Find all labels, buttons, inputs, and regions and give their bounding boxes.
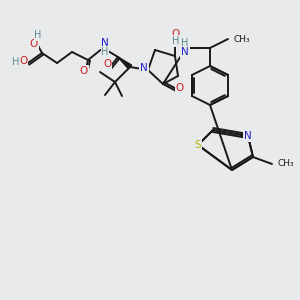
Text: CH₃: CH₃ — [233, 34, 250, 43]
Text: H: H — [12, 57, 20, 67]
Text: O: O — [103, 59, 111, 69]
Text: H: H — [34, 30, 42, 40]
Text: H: H — [181, 38, 189, 48]
Text: N: N — [140, 63, 148, 73]
Text: O: O — [30, 39, 38, 49]
Text: N: N — [244, 131, 252, 141]
Text: O: O — [172, 29, 180, 39]
Text: H: H — [101, 47, 109, 57]
Text: H: H — [172, 36, 180, 46]
Text: O: O — [80, 66, 88, 76]
Text: S: S — [195, 140, 201, 150]
Text: O: O — [19, 56, 27, 66]
Text: O: O — [176, 83, 184, 93]
Polygon shape — [118, 57, 132, 69]
Text: N: N — [101, 38, 109, 48]
Text: N: N — [181, 47, 189, 57]
Text: CH₃: CH₃ — [278, 160, 295, 169]
